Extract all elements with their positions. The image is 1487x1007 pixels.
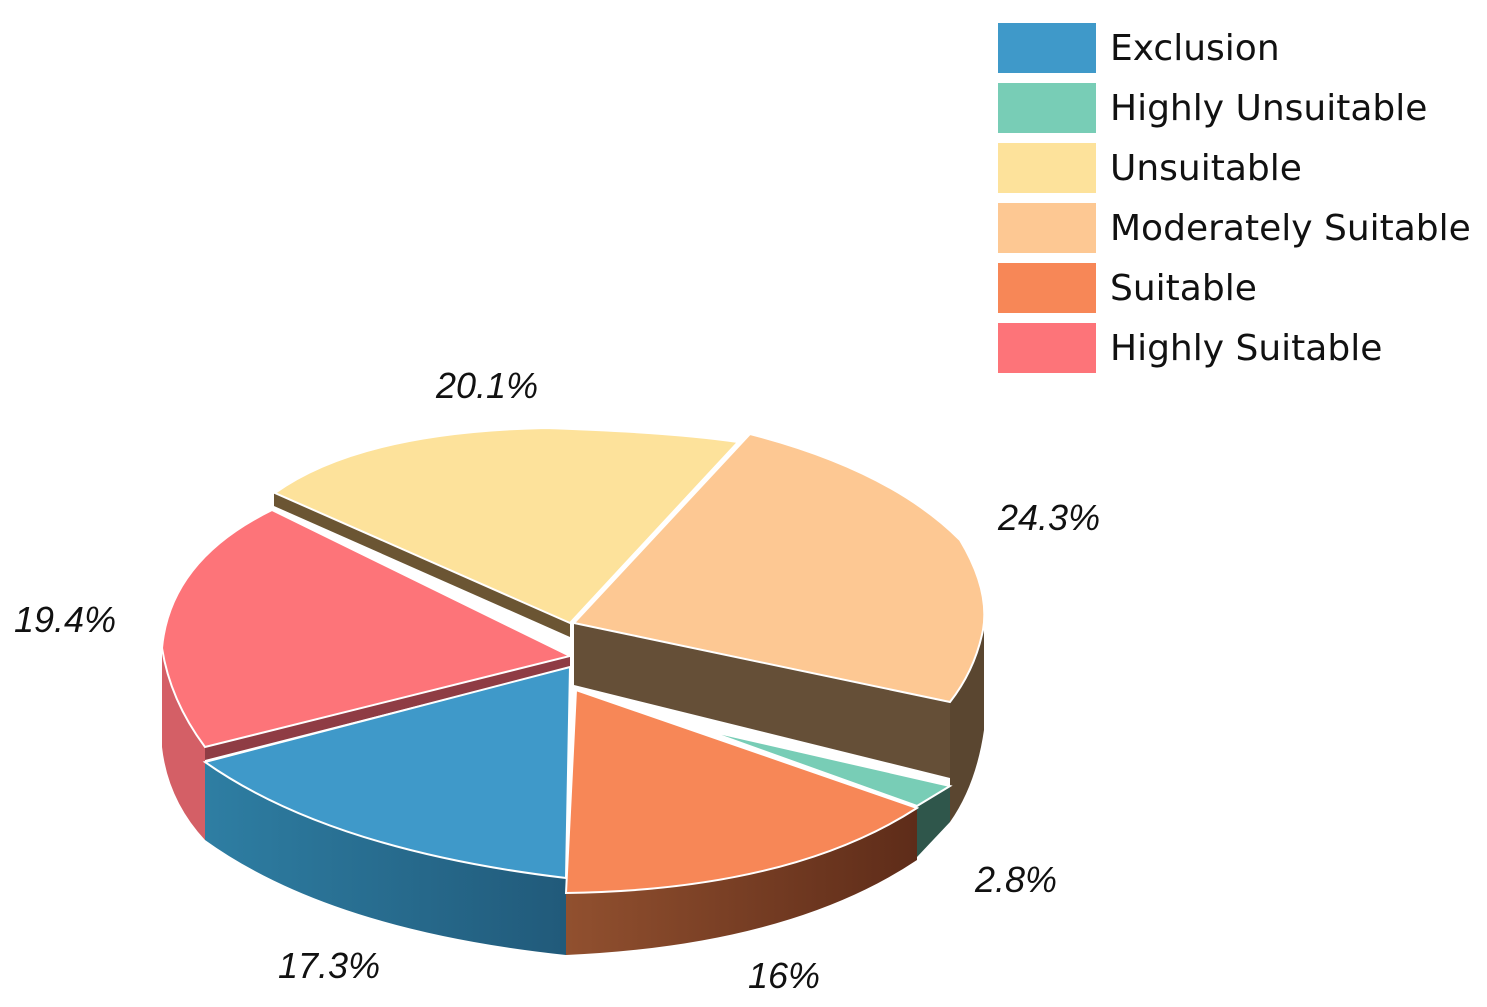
slice-moderately-suitable [572, 432, 986, 704]
pie-top-faces [160, 426, 986, 895]
label-highly-unsuitable: 2.8% [974, 859, 1057, 900]
slice-highly-suitable [160, 508, 573, 749]
side-exclusion [205, 762, 566, 955]
slice-exclusion [202, 665, 572, 880]
legend-swatch [998, 323, 1096, 373]
pie-side-faces [162, 493, 984, 955]
side-highly-unsuitable [917, 787, 950, 857]
label-suitable: 16% [748, 955, 820, 996]
label-moderately-suitable: 24.3% [997, 497, 1100, 538]
legend-item-moderately-suitable: Moderately Suitable [998, 198, 1471, 258]
legend-swatch [998, 83, 1096, 133]
slice-suitable [564, 688, 920, 895]
legend-label: Highly Suitable [1110, 327, 1383, 369]
legend-label: Suitable [1110, 267, 1257, 309]
legend-item-exclusion: Exclusion [998, 18, 1471, 78]
label-unsuitable: 20.1% [435, 365, 538, 406]
legend-item-highly-unsuitable: Highly Unsuitable [998, 78, 1471, 138]
side-highly-suitable [162, 645, 205, 840]
legend-item-highly-suitable: Highly Suitable [998, 318, 1471, 378]
legend-label: Unsuitable [1110, 147, 1302, 189]
label-highly-suitable: 19.4% [14, 599, 116, 640]
legend-swatch [998, 203, 1096, 253]
label-exclusion: 17.3% [278, 945, 380, 986]
legend: Exclusion Highly Unsuitable Unsuitable M… [998, 18, 1471, 378]
slice-unsuitable [272, 426, 741, 625]
slice-highly-unsuitable [704, 729, 953, 808]
pie-labels: 17.3% 2.8% 20.1% 24.3% 16% 19.4% [14, 365, 1100, 996]
side-highly-suitable-inner [205, 656, 570, 760]
legend-label: Exclusion [1110, 27, 1280, 69]
side-moderately-suitable-cut [574, 623, 950, 778]
side-suitable [566, 808, 917, 955]
legend-label: Highly Unsuitable [1110, 87, 1428, 129]
legend-label: Moderately Suitable [1110, 207, 1471, 249]
legend-swatch [998, 23, 1096, 73]
side-moderately-suitable-outer [950, 622, 984, 822]
legend-swatch [998, 263, 1096, 313]
legend-item-unsuitable: Unsuitable [998, 138, 1471, 198]
legend-item-suitable: Suitable [998, 258, 1471, 318]
legend-swatch [998, 143, 1096, 193]
side-unsuitable [274, 493, 570, 637]
